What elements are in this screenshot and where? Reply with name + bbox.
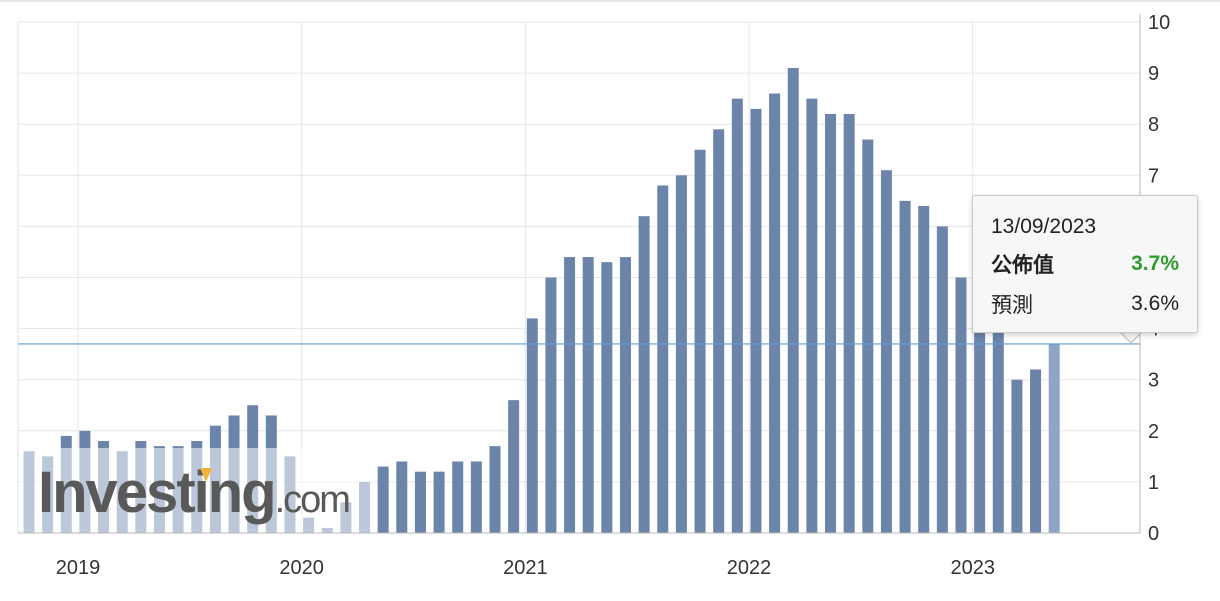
y-tick-label: 9 [1148, 63, 1159, 85]
y-tick-label: 3 [1148, 370, 1159, 392]
bar [843, 113, 855, 533]
tooltip-forecast-value: 3.6% [1131, 292, 1179, 315]
bar [1048, 343, 1060, 533]
bar [526, 318, 538, 533]
watermark-text: Investing.com [38, 460, 349, 525]
bar [1030, 369, 1042, 533]
bar [787, 67, 799, 534]
bar [545, 277, 557, 533]
y-tick-label: 2 [1148, 421, 1159, 443]
bar [414, 471, 426, 533]
bar [582, 257, 594, 533]
tooltip-actual-row: 公佈值 3.7% [991, 244, 1179, 284]
bar [918, 205, 930, 533]
bar [974, 282, 986, 533]
x-tick-label: 2020 [279, 557, 324, 579]
tooltip-actual-value: 3.7% [1131, 252, 1179, 275]
tooltip-forecast-label: 預測 [991, 294, 1033, 317]
y-tick-label: 10 [1148, 12, 1170, 34]
x-tick-label: 2019 [56, 557, 101, 579]
bar [396, 461, 408, 533]
bar [936, 226, 948, 533]
tooltip-forecast-row: 預測 3.6% [991, 284, 1179, 324]
bar [899, 200, 911, 533]
bar [862, 139, 874, 533]
bar [377, 466, 389, 533]
watermark-accent [200, 468, 212, 482]
data-tooltip: 13/09/2023 公佈值 3.7% 預測 3.6% [972, 195, 1198, 333]
bar [657, 185, 669, 533]
bar [992, 328, 1004, 533]
y-tick-label: 1 [1148, 472, 1159, 494]
tooltip-actual-label: 公佈值 [991, 254, 1054, 277]
bar [880, 170, 892, 533]
investing-logo-watermark: Investing.com [20, 448, 372, 533]
bar [675, 175, 687, 534]
bar [638, 216, 650, 533]
bar [470, 461, 482, 533]
y-tick-label: 8 [1148, 114, 1159, 136]
bar [1011, 379, 1023, 533]
bar [713, 129, 725, 533]
bar [452, 461, 464, 533]
x-tick-label: 2023 [950, 557, 995, 579]
bar [508, 400, 520, 533]
bar [750, 108, 762, 534]
x-tick-label: 2022 [727, 557, 772, 579]
bar [601, 262, 613, 533]
watermark-veil [20, 448, 372, 533]
bar [955, 277, 967, 533]
tooltip-date-row: 13/09/2023 [991, 210, 1179, 244]
bar [769, 93, 781, 533]
x-tick-label: 2021 [503, 557, 548, 579]
tooltip-arrow-inner [1121, 332, 1141, 342]
y-tick-label: 7 [1148, 165, 1159, 187]
bar [731, 98, 743, 534]
bar [433, 471, 445, 533]
tooltip-date: 13/09/2023 [991, 215, 1097, 238]
y-tick-label: 0 [1148, 523, 1159, 545]
bar [564, 257, 576, 533]
bar [619, 257, 631, 533]
bar [489, 446, 501, 533]
bar [806, 98, 818, 534]
bar [694, 149, 706, 533]
bar [825, 113, 837, 533]
